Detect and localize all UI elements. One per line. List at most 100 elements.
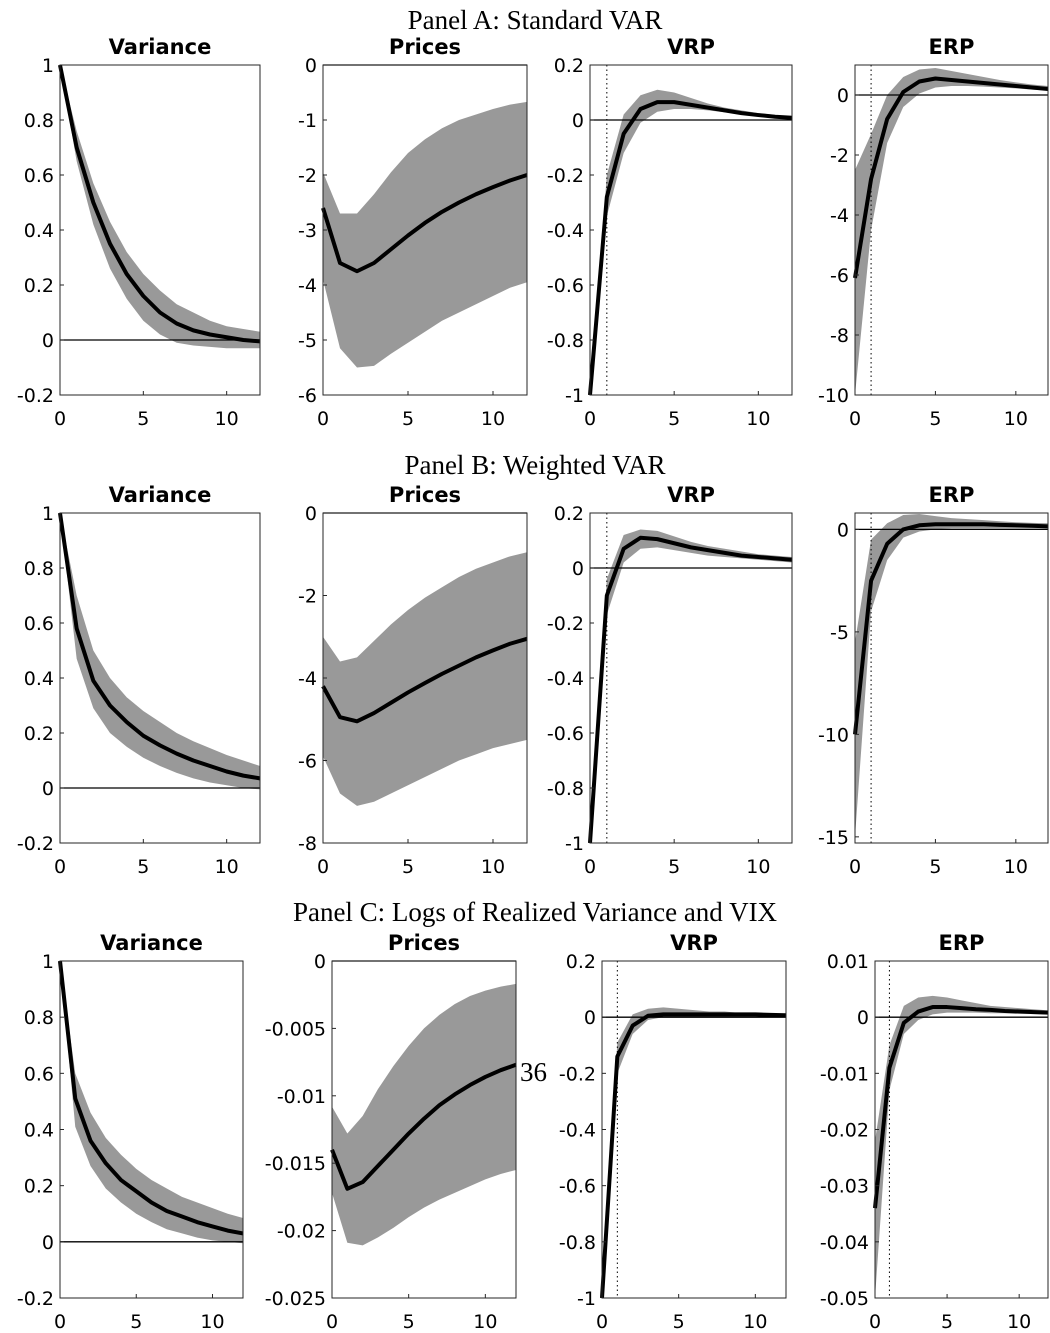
y-tick-label: 0 <box>572 110 584 132</box>
x-tick-label: 0 <box>54 1311 66 1333</box>
confidence-band <box>855 68 1048 395</box>
y-tick-label: -0.03 <box>820 1176 869 1198</box>
y-tick-label: -0.8 <box>559 1232 596 1254</box>
x-tick-label: 10 <box>473 1311 497 1333</box>
x-tick-label: 10 <box>481 408 505 430</box>
response-line <box>588 535 793 844</box>
x-tick-label: 10 <box>743 1311 767 1333</box>
x-tick-label: 0 <box>869 1311 881 1333</box>
y-tick-label: 0.4 <box>24 668 54 690</box>
y-tick-label: 0.2 <box>566 951 596 973</box>
y-tick-label: 0.8 <box>24 1007 54 1029</box>
response-line <box>58 512 261 781</box>
y-tick-label: 0.2 <box>24 723 54 745</box>
y-tick-label: -0.2 <box>547 613 584 635</box>
axes-box <box>854 512 1049 844</box>
y-tick-label: -0.01 <box>277 1086 326 1108</box>
confidence-band <box>60 513 260 790</box>
y-tick-label: -0.015 <box>265 1153 326 1175</box>
y-tick-label: 0.2 <box>554 55 584 77</box>
x-tick-label: 10 <box>1004 408 1028 430</box>
y-tick-label: -4 <box>298 275 317 297</box>
y-tick-label: -0.2 <box>17 833 54 855</box>
y-tick-label: -0.2 <box>17 385 54 407</box>
y-tick-label: -0.2 <box>17 1288 54 1310</box>
x-tick-label: 5 <box>929 856 941 878</box>
y-tick-label: 0.8 <box>24 110 54 132</box>
subplot-title: Prices <box>389 483 461 507</box>
x-tick-label: 0 <box>317 408 329 430</box>
x-tick-label: 5 <box>403 1311 415 1333</box>
response-line <box>321 173 528 274</box>
y-tick-label: 1 <box>42 951 54 973</box>
page-number: 36 <box>520 1057 547 1087</box>
y-tick-label: -10 <box>818 385 849 407</box>
y-tick-label: -0.4 <box>547 668 584 690</box>
x-tick-label: 5 <box>668 408 680 430</box>
y-tick-label: -2 <box>830 145 849 167</box>
y-tick-label: -2 <box>298 165 317 187</box>
x-tick-label: 10 <box>1004 856 1028 878</box>
x-tick-label: 5 <box>668 856 680 878</box>
subplot-title: Prices <box>388 931 460 955</box>
confidence-band <box>855 514 1048 837</box>
y-tick-label: -0.8 <box>547 330 584 352</box>
confidence-band <box>590 529 792 843</box>
x-tick-label: 5 <box>673 1311 685 1333</box>
x-tick-label: 5 <box>402 856 414 878</box>
subplot-title: VRP <box>667 483 715 507</box>
x-tick-label: 10 <box>746 856 770 878</box>
panel-title: Panel A: Standard VAR <box>408 5 663 35</box>
y-tick-label: -0.8 <box>547 778 584 800</box>
response-line <box>58 64 261 344</box>
x-tick-label: 0 <box>54 408 66 430</box>
x-tick-label: 5 <box>929 408 941 430</box>
y-tick-label: 0.4 <box>24 1120 54 1142</box>
response-line <box>588 100 793 396</box>
y-tick-label: -1 <box>577 1288 596 1310</box>
x-tick-label: 0 <box>596 1311 608 1333</box>
y-tick-label: -0.02 <box>820 1120 869 1142</box>
y-tick-label: -0.6 <box>547 275 584 297</box>
y-tick-label: -10 <box>818 724 849 746</box>
y-tick-label: -6 <box>298 385 317 407</box>
panel-title: Panel B: Weighted VAR <box>404 450 665 480</box>
confidence-band <box>602 1007 786 1298</box>
y-tick-label: -0.02 <box>277 1221 326 1243</box>
y-tick-label: 0.6 <box>24 613 54 635</box>
x-tick-label: 5 <box>130 1311 142 1333</box>
y-tick-label: -1 <box>298 110 317 132</box>
y-tick-label: 0 <box>42 778 54 800</box>
y-tick-label: -4 <box>830 205 849 227</box>
subplot-title: VRP <box>670 931 718 955</box>
subplot-title: ERP <box>929 35 975 59</box>
y-tick-label: -0.2 <box>547 165 584 187</box>
x-tick-label: 0 <box>584 856 596 878</box>
x-tick-label: 5 <box>137 856 149 878</box>
confidence-band <box>60 961 243 1244</box>
confidence-band <box>875 995 1048 1298</box>
x-tick-label: 0 <box>849 408 861 430</box>
y-tick-label: -0.005 <box>265 1018 326 1040</box>
x-tick-label: 10 <box>746 408 770 430</box>
y-tick-label: -0.4 <box>547 220 584 242</box>
y-tick-label: -0.2 <box>559 1063 596 1085</box>
y-tick-label: 0.01 <box>827 951 869 973</box>
confidence-band <box>323 552 527 806</box>
y-tick-label: 0.6 <box>24 1063 54 1085</box>
x-tick-label: 10 <box>1007 1311 1031 1333</box>
x-tick-label: 5 <box>137 408 149 430</box>
y-tick-label: -15 <box>818 827 849 849</box>
response-line <box>853 522 1049 735</box>
confidence-band <box>332 983 516 1246</box>
subplot-title: Variance <box>100 931 203 955</box>
x-tick-label: 0 <box>584 408 596 430</box>
x-tick-label: 5 <box>402 408 414 430</box>
y-tick-label: 0 <box>314 951 326 973</box>
subplot-title: Variance <box>109 483 212 507</box>
axes-box <box>854 64 1049 396</box>
y-tick-label: 0.8 <box>24 558 54 580</box>
confidence-band <box>323 101 527 368</box>
x-tick-label: 10 <box>481 856 505 878</box>
